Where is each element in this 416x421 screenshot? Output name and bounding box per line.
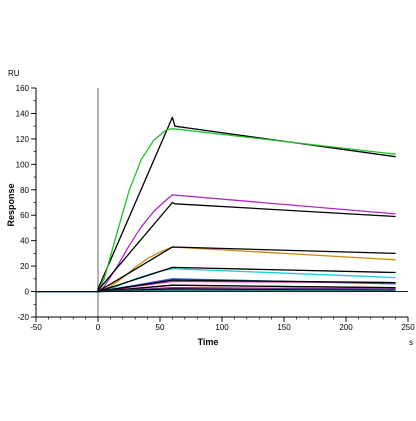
x-tick-label: 250 (401, 323, 415, 332)
y-tick-label: 160 (16, 84, 30, 93)
x-tick-label: 150 (277, 323, 291, 332)
y-tick-label: -20 (17, 313, 29, 322)
y-tick-label: 20 (20, 262, 29, 271)
x-tick-label: 100 (215, 323, 229, 332)
x-axis-unit: s (409, 338, 413, 347)
x-tick-label: 200 (339, 323, 353, 332)
x-tick-label: -50 (30, 323, 42, 332)
x-tick-label: 0 (96, 323, 101, 332)
y-axis-title: Response (6, 183, 16, 226)
x-tick-label: 50 (156, 323, 165, 332)
series-layer (36, 116, 396, 293)
series-line-5 (36, 246, 396, 293)
y-axis-unit: RU (8, 69, 20, 78)
y-tick-label: 120 (16, 135, 30, 144)
axes-layer: -50 0 50 100 150 200 250 -20 0 20 40 60 80 100 120 140 1… (16, 84, 416, 332)
series-line-6 (36, 246, 396, 293)
series-line-3 (36, 194, 396, 293)
y-tick-label: 80 (20, 186, 29, 195)
y-tick-label: 40 (20, 237, 29, 246)
series-line-4 (36, 201, 396, 293)
series-line-2 (36, 128, 396, 293)
y-tick-label: 140 (16, 109, 30, 118)
y-tick-label: 60 (20, 211, 29, 220)
x-axis-title: Time (198, 337, 219, 347)
y-tick-label: 100 (16, 160, 30, 169)
series-line-1 (36, 116, 396, 293)
y-tick-label: 0 (25, 288, 30, 297)
